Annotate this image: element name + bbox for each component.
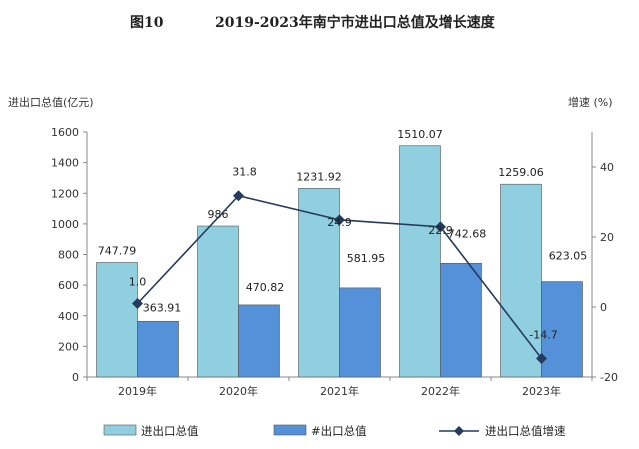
bar-export (440, 262, 482, 378)
y-left-tick-label: 1600 (51, 126, 79, 139)
growth-point (233, 190, 244, 202)
y-axis-left-title: 进出口总值(亿元) (8, 95, 94, 109)
legend-label-export: #出口总值 (311, 424, 367, 438)
bar-total (96, 262, 138, 378)
y-left-tick-label: 1200 (51, 187, 79, 200)
x-tick-label: 2020年 (219, 384, 258, 398)
y-right-tick-label: 0 (600, 301, 607, 314)
bar-total-label: 1259.06 (498, 166, 544, 179)
y-left-tick-label: 0 (72, 371, 79, 384)
bar-total (399, 145, 441, 378)
growth-point (132, 298, 143, 309)
bar-export (137, 320, 179, 378)
y-left-tick-label: 200 (58, 340, 79, 353)
bar-export (238, 304, 280, 378)
bar-total-label: 1510.07 (397, 128, 443, 141)
bar-total-label: 747.79 (98, 244, 137, 257)
bar-export-label: 470.82 (246, 281, 285, 294)
legend-swatch-growth-marker (454, 426, 464, 436)
growth-label: 31.8 (232, 166, 257, 179)
growth-point (536, 352, 547, 364)
growth-label: -14.7 (529, 328, 557, 341)
bar-export-label: 742.68 (448, 227, 487, 240)
chart-title: 2019-2023年南宁市进出口总值及增长速度 (215, 15, 495, 31)
bar-export-label: 363.91 (143, 301, 182, 314)
bar-total (500, 183, 542, 378)
growth-point (435, 221, 446, 233)
bar-total-label: 1231.92 (296, 170, 342, 183)
y-axis-right-title: 增速 (%) (568, 95, 613, 109)
growth-point (334, 214, 345, 226)
growth-label: 22.9 (428, 224, 453, 237)
bar-export (339, 287, 381, 378)
y-left-tick-label: 800 (58, 249, 79, 262)
growth-label: 1.0 (129, 276, 147, 289)
x-tick-label: 2019年 (118, 384, 157, 398)
chart-title-row: 图10 2019-2023年南宁市进出口总值及增长速度 (0, 10, 639, 32)
y-right-tick-label: 20 (600, 231, 614, 244)
bar-export (541, 281, 583, 378)
bar-total (298, 188, 340, 378)
legend-label-total: 进出口总值 (141, 424, 199, 438)
y-left-tick-label: 1400 (51, 157, 79, 170)
bar-total (197, 225, 239, 378)
legend-swatch-export (273, 424, 307, 436)
y-right-tick-label: -20 (600, 371, 618, 384)
y-left-tick-label: 600 (58, 279, 79, 292)
legend-label-growth: 进出口总值增速 (485, 424, 566, 438)
y-left-tick-label: 400 (58, 310, 79, 323)
x-tick-label: 2023年 (522, 384, 561, 398)
y-right-tick-label: 40 (600, 161, 614, 174)
y-left-tick-label: 1000 (51, 218, 79, 231)
x-tick-label: 2022年 (421, 384, 460, 398)
bar-export-label: 623.05 (549, 250, 588, 263)
bar-export-label: 581.95 (347, 252, 386, 265)
legend-swatch-total (103, 424, 137, 436)
growth-label: 24.9 (327, 216, 352, 229)
figure-label: 图10 (130, 15, 164, 31)
x-tick-label: 2021年 (320, 384, 359, 398)
